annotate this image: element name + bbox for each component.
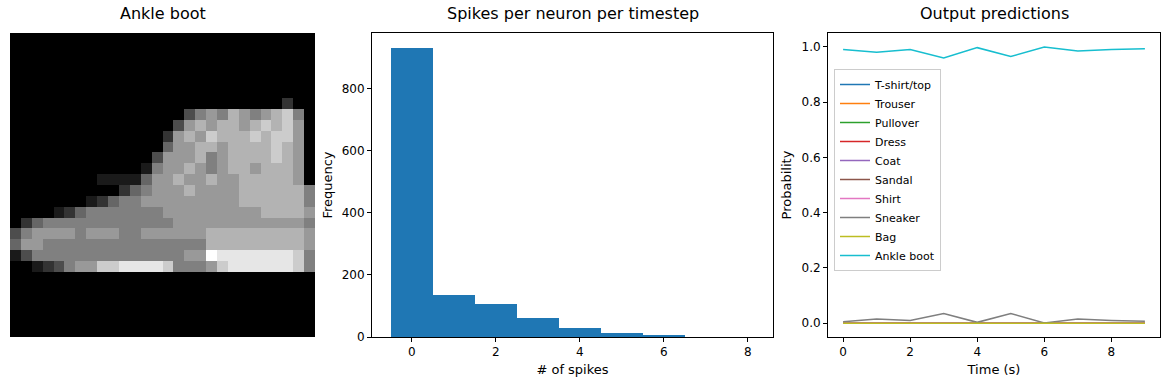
svg-text:0.6: 0.6	[802, 151, 821, 165]
svg-text:Sandal: Sandal	[875, 174, 912, 187]
svg-text:Time (s): Time (s)	[967, 362, 1021, 377]
svg-text:0.8: 0.8	[802, 95, 821, 109]
svg-text:6: 6	[1040, 345, 1048, 359]
svg-text:T-shirt/top: T-shirt/top	[874, 79, 931, 92]
svg-text:4: 4	[576, 345, 584, 359]
svg-text:Probability: Probability	[779, 150, 794, 219]
svg-text:# of spikes: # of spikes	[536, 362, 608, 377]
svg-text:600: 600	[342, 144, 365, 158]
svg-text:0.2: 0.2	[802, 261, 821, 275]
svg-text:8: 8	[744, 345, 752, 359]
svg-text:Spikes per neuron per timestep: Spikes per neuron per timestep	[447, 4, 699, 23]
svg-text:0: 0	[357, 330, 365, 344]
svg-text:Pullover: Pullover	[875, 117, 920, 130]
svg-text:800: 800	[342, 82, 365, 96]
svg-text:0: 0	[839, 345, 847, 359]
svg-text:2: 2	[906, 345, 914, 359]
svg-text:400: 400	[342, 206, 365, 220]
svg-text:4: 4	[973, 345, 981, 359]
svg-text:Coat: Coat	[875, 155, 901, 168]
svg-text:200: 200	[342, 268, 365, 282]
svg-text:Ankle boot: Ankle boot	[875, 250, 935, 263]
svg-text:Dress: Dress	[875, 136, 906, 149]
svg-text:0.4: 0.4	[802, 206, 821, 220]
svg-text:0.0: 0.0	[802, 316, 821, 330]
svg-text:6: 6	[660, 345, 668, 359]
svg-text:2: 2	[492, 345, 500, 359]
svg-text:Trouser: Trouser	[874, 98, 916, 111]
svg-text:Output predictions: Output predictions	[920, 4, 1069, 23]
svg-text:Ankle boot: Ankle boot	[120, 4, 206, 23]
svg-text:8: 8	[1108, 345, 1116, 359]
svg-text:Sneaker: Sneaker	[875, 212, 920, 225]
svg-text:Frequency: Frequency	[320, 151, 335, 218]
svg-text:Shirt: Shirt	[875, 193, 902, 206]
svg-text:Bag: Bag	[875, 231, 896, 244]
svg-text:1.0: 1.0	[802, 40, 821, 54]
svg-text:0: 0	[408, 345, 416, 359]
